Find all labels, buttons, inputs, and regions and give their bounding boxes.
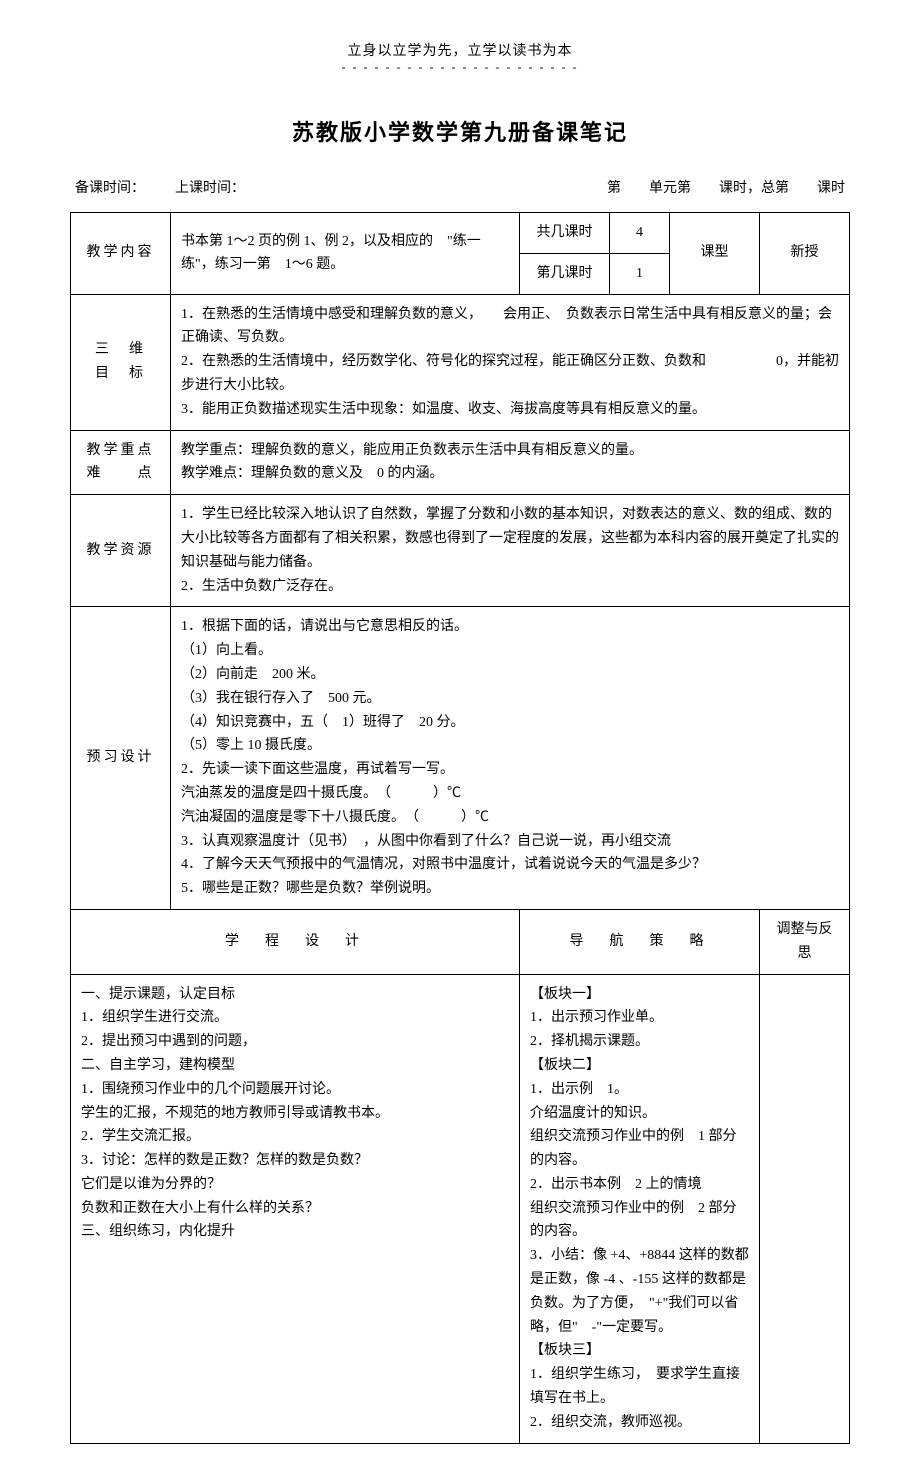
motto-text: 立身以立学为先，立学以读书为本 xyxy=(70,40,850,60)
objectives-label-2: 目 标 xyxy=(81,362,160,386)
col-header-strategy: 导 航 策 略 xyxy=(520,909,760,974)
design-text: 一、提示课题，认定目标 1．组织学生进行交流。 2．提出预习中遇到的问题， 二、… xyxy=(71,974,520,1443)
document-title: 苏教版小学数学第九册备课笔记 xyxy=(70,115,850,147)
unit-label: 第 单元第 课时，总第 课时 xyxy=(607,177,845,197)
content-text: 书本第 1～2 页的例 1、例 2，以及相应的 "练一练"，练习一第 1～6 题… xyxy=(171,213,520,295)
session-num-value: 1 xyxy=(610,253,670,294)
motto-dashes: - - - - - - - - - - - - - - - - - - - - … xyxy=(70,60,850,75)
keypoints-label-2: 难 点 xyxy=(81,462,160,486)
class-time-label: 上课时间： xyxy=(175,177,245,197)
lesson-plan-table: 教学内容 书本第 1～2 页的例 1、例 2，以及相应的 "练一练"，练习一第 … xyxy=(70,212,850,1444)
keypoints-text: 教学重点：理解负数的意义，能应用正负数表示生活中具有相反意义的量。 教学难点：理… xyxy=(171,430,850,495)
header-motto: 立身以立学为先，立学以读书为本 - - - - - - - - - - - - … xyxy=(70,40,850,75)
timing-row: 备课时间： 上课时间： 第 单元第 课时，总第 课时 xyxy=(70,177,850,197)
class-type-value: 新授 xyxy=(760,213,850,295)
preview-label: 预习设计 xyxy=(71,607,171,910)
class-type-label: 课型 xyxy=(670,213,760,295)
timing-left: 备课时间： 上课时间： xyxy=(75,177,245,197)
timing-right: 第 单元第 课时，总第 课时 xyxy=(607,177,845,197)
keypoints-label: 教学重点 难 点 xyxy=(71,430,171,495)
total-sessions-label: 共几课时 xyxy=(520,213,610,254)
keypoints-label-1: 教学重点 xyxy=(81,439,160,463)
session-num-label: 第几课时 xyxy=(520,253,610,294)
objectives-text: 1．在熟悉的生活情境中感受和理解负数的意义， 会用正、 负数表示日常生活中具有相… xyxy=(171,294,850,430)
total-sessions-value: 4 xyxy=(610,213,670,254)
prep-time-label: 备课时间： xyxy=(75,177,145,197)
preview-text: 1．根据下面的话，请说出与它意思相反的话。 （1）向上看。 （2）向前走 200… xyxy=(171,607,850,910)
reflection-text xyxy=(760,974,850,1443)
strategy-text: 【板块一】 1．出示预习作业单。 2．择机揭示课题。 【板块二】 1．出示例 1… xyxy=(520,974,760,1443)
resources-label: 教学资源 xyxy=(71,495,171,607)
objectives-label: 三 维 目 标 xyxy=(71,294,171,430)
content-label: 教学内容 xyxy=(71,213,171,295)
resources-text: 1．学生已经比较深入地认识了自然数，掌握了分数和小数的基本知识，对数表达的意义、… xyxy=(171,495,850,607)
objectives-label-1: 三 维 xyxy=(81,338,160,362)
col-header-design: 学 程 设 计 xyxy=(71,909,520,974)
col-header-reflection: 调整与反思 xyxy=(760,909,850,974)
